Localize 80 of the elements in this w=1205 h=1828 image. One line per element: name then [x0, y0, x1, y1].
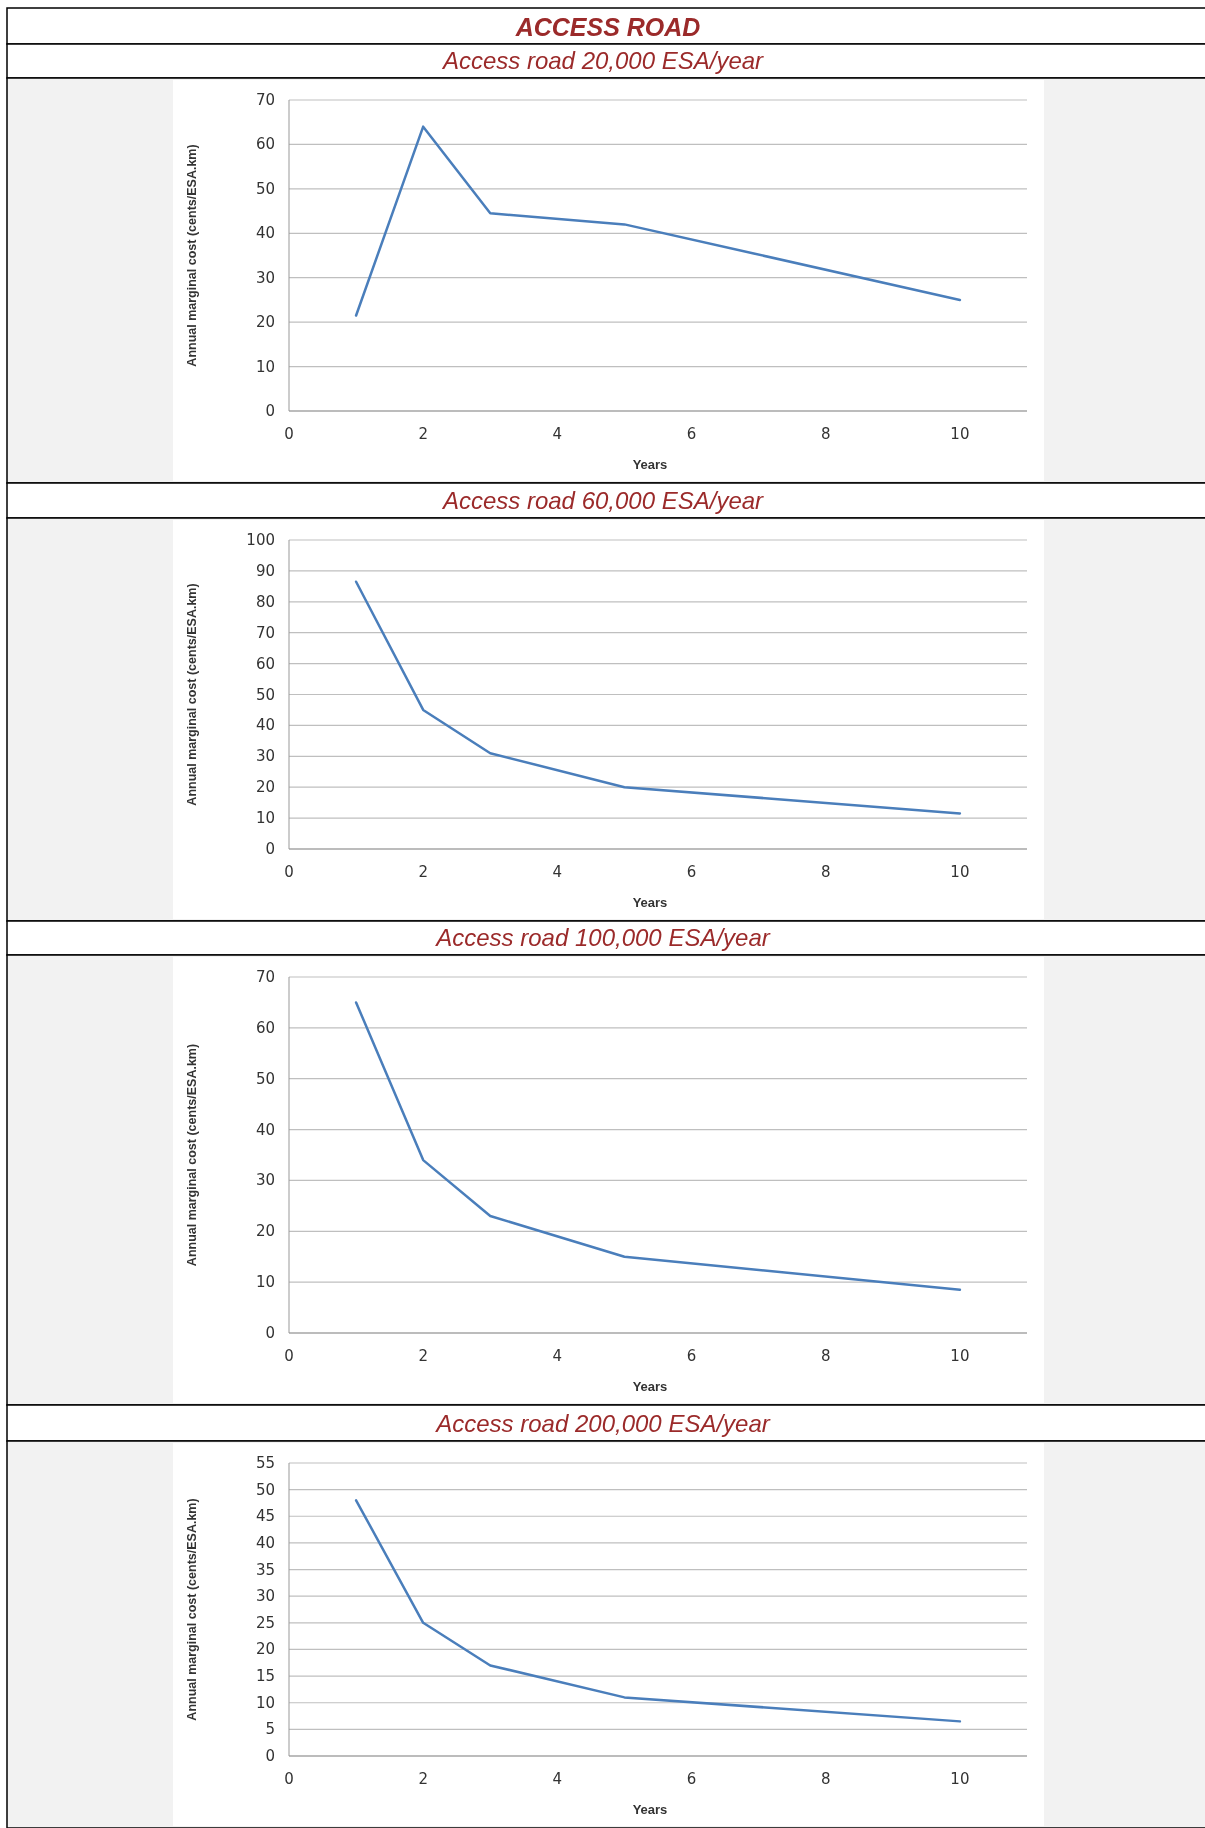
x-tick-label: 6 — [686, 1347, 697, 1365]
y-tick-label: 20 — [255, 778, 275, 797]
x-tick-label: 8 — [820, 1770, 831, 1788]
x-tick-label: 10 — [950, 1347, 970, 1365]
y-tick-label: 45 — [255, 1507, 275, 1526]
x-tick-label: 4 — [552, 425, 563, 443]
y-tick-label: 40 — [255, 1533, 275, 1552]
line-series — [354, 580, 962, 815]
y-tick-label: 10 — [255, 1273, 275, 1292]
y-tick-label: 30 — [255, 1171, 275, 1190]
x-axis-title: Years — [632, 457, 668, 472]
y-tick-label: 40 — [255, 224, 275, 243]
x-tick-label: 0 — [284, 1770, 294, 1788]
y-tick-label: 35 — [255, 1560, 275, 1579]
x-tick-label: 8 — [820, 863, 831, 881]
y-tick-label: 30 — [255, 268, 275, 287]
y-tick-label: 50 — [255, 1480, 275, 1499]
y-tick-label: 30 — [255, 1587, 275, 1606]
chart-subtitle: Access road 60,000 ESA/year — [440, 487, 765, 514]
x-tick-label: 4 — [552, 863, 563, 881]
x-axis-title: Years — [632, 895, 668, 910]
y-tick-label: 60 — [255, 135, 275, 154]
y-tick-label: 50 — [255, 685, 275, 704]
x-tick-label: 2 — [418, 863, 428, 881]
x-tick-label: 4 — [552, 1770, 563, 1788]
y-tick-label: 50 — [255, 179, 275, 198]
x-tick-label: 2 — [418, 425, 428, 443]
y-tick-label: 60 — [255, 1018, 275, 1037]
y-axis-title: Annual marginal cost (cents/ESA.km) — [185, 144, 199, 367]
x-axis-title: Years — [632, 1802, 668, 1817]
x-tick-label: 6 — [686, 1770, 697, 1788]
line-series — [354, 1499, 962, 1723]
x-tick-label: 8 — [820, 1347, 831, 1365]
y-tick-label: 0 — [265, 1747, 275, 1765]
line-series — [354, 1001, 962, 1292]
y-tick-label: 10 — [255, 1693, 275, 1712]
y-tick-label: 60 — [255, 654, 275, 673]
y-tick-label: 20 — [255, 1640, 275, 1659]
y-tick-label: 5 — [265, 1720, 275, 1739]
x-tick-label: 6 — [686, 863, 697, 881]
y-tick-label: 100 — [246, 531, 275, 549]
y-tick-label: 50 — [255, 1069, 275, 1088]
y-tick-label: 0 — [265, 402, 275, 420]
x-tick-label: 10 — [950, 425, 970, 443]
x-tick-label: 6 — [686, 425, 697, 443]
chart-title: ACCESS ROAD — [514, 13, 701, 41]
x-tick-label: 0 — [284, 863, 294, 881]
y-axis-title: Annual marginal cost (cents/ESA.km) — [185, 1498, 199, 1721]
y-tick-label: 10 — [255, 357, 275, 376]
y-tick-label: 20 — [255, 1222, 275, 1241]
x-tick-label: 8 — [820, 425, 831, 443]
x-tick-label: 2 — [418, 1770, 428, 1788]
y-tick-label: 30 — [255, 747, 275, 766]
y-tick-label: 80 — [255, 592, 275, 611]
y-tick-label: 15 — [255, 1667, 275, 1686]
line-series — [354, 125, 962, 317]
chart-subtitle: Access road 200,000 ESA/year — [434, 1410, 771, 1437]
y-tick-label: 40 — [255, 716, 275, 735]
y-tick-label: 25 — [255, 1613, 275, 1632]
x-tick-label: 0 — [284, 1347, 294, 1365]
chart-subtitle: Access road 100,000 ESA/year — [434, 924, 771, 951]
y-tick-label: 70 — [255, 91, 275, 109]
y-tick-label: 40 — [255, 1120, 275, 1139]
y-tick-label: 20 — [255, 313, 275, 332]
y-axis-title: Annual marginal cost (cents/ESA.km) — [185, 1043, 199, 1267]
y-axis-title: Annual marginal cost (cents/ESA.km) — [185, 583, 199, 806]
y-tick-label: 10 — [255, 809, 275, 828]
y-tick-label: 55 — [255, 1454, 275, 1472]
y-tick-label: 70 — [255, 968, 275, 986]
x-tick-label: 10 — [950, 1770, 970, 1788]
y-tick-label: 70 — [255, 623, 275, 642]
chart-subtitle: Access road 20,000 ESA/year — [440, 47, 765, 74]
x-tick-label: 10 — [950, 863, 970, 881]
y-tick-label: 90 — [255, 561, 275, 580]
x-tick-label: 0 — [284, 425, 294, 443]
x-axis-title: Years — [632, 1379, 668, 1394]
y-tick-label: 0 — [265, 840, 275, 858]
x-tick-label: 2 — [418, 1347, 428, 1365]
y-tick-label: 0 — [265, 1324, 275, 1342]
x-tick-label: 4 — [552, 1347, 563, 1365]
